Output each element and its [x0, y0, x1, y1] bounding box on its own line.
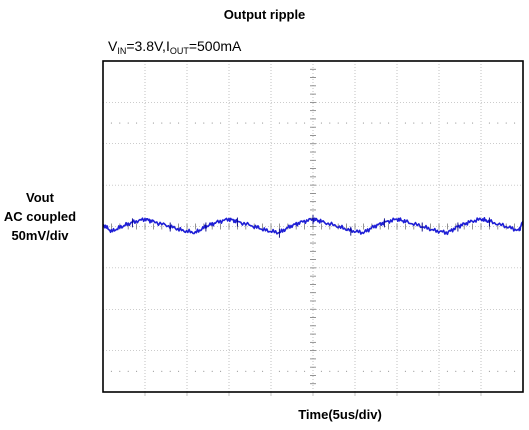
grid-subdot	[245, 122, 247, 124]
grid-subdot	[178, 122, 180, 124]
grid-subdot	[194, 122, 196, 124]
grid-subdot	[178, 370, 180, 372]
grid-subdot	[371, 370, 373, 372]
test-condition: VIN=3.8V,IOUT=500mA	[108, 38, 241, 56]
vin-subscript: IN	[117, 46, 127, 56]
grid-subdot	[514, 370, 516, 372]
grid-subdot	[169, 122, 171, 124]
grid-subdot	[362, 370, 364, 372]
grid-subdot	[362, 122, 364, 124]
y-axis-label: Vout AC coupled 50mV/div	[0, 188, 80, 245]
grid-subdot	[152, 122, 154, 124]
grid-subdot	[472, 370, 474, 372]
y-label-line: 50mV/div	[11, 228, 69, 243]
vin-symbol: V	[108, 38, 118, 54]
grid-subdot	[194, 370, 196, 372]
grid-subdot	[337, 370, 339, 372]
grid-subdot	[127, 370, 129, 372]
grid-subdot	[169, 370, 171, 372]
grid-subdot	[136, 370, 138, 372]
grid-subdot	[320, 122, 322, 124]
grid-subdot	[413, 370, 415, 372]
grid-subdot	[488, 122, 490, 124]
grid-subdot	[371, 122, 373, 124]
grid-subdot	[304, 370, 306, 372]
grid-subdot	[505, 370, 507, 372]
grid-subdot	[337, 122, 339, 124]
grid-subdot	[329, 122, 331, 124]
grid-subdot	[320, 370, 322, 372]
iout-symbol: I	[165, 38, 170, 54]
grid-subdot	[329, 370, 331, 372]
grid-subdot	[220, 370, 222, 372]
grid-subdot	[497, 370, 499, 372]
grid-subdot	[236, 122, 238, 124]
grid-subdot	[110, 122, 112, 124]
vin-value: =3.8V,	[126, 38, 166, 54]
grid-subdot	[446, 370, 448, 372]
grid-subdot	[346, 370, 348, 372]
grid-subdot	[346, 122, 348, 124]
grid-subdot	[505, 122, 507, 124]
grid-subdot	[404, 370, 406, 372]
grid-subdot	[430, 370, 432, 372]
grid-subdot	[488, 370, 490, 372]
grid-subdot	[236, 370, 238, 372]
grid-subdot	[430, 122, 432, 124]
grid-subdot	[287, 122, 289, 124]
grid-subdot	[119, 370, 121, 372]
grid-subdot	[245, 370, 247, 372]
grid-subdot	[119, 122, 121, 124]
grid-subdot	[278, 122, 280, 124]
grid-subdot	[388, 122, 390, 124]
y-label-line: AC coupled	[3, 209, 77, 224]
x-axis-label: Time(5us/div)	[298, 407, 382, 422]
grid-subdot	[220, 122, 222, 124]
grid-subdot	[152, 370, 154, 372]
grid-subdot	[455, 370, 457, 372]
grid-subdot	[421, 122, 423, 124]
grid-subdot	[404, 122, 406, 124]
grid-subdot	[463, 122, 465, 124]
grid-subdot	[514, 122, 516, 124]
grid-subdot	[497, 122, 499, 124]
grid-subdot	[304, 122, 306, 124]
grid-subdot	[161, 122, 163, 124]
grid-subdot	[211, 370, 213, 372]
grid-subdot	[203, 122, 205, 124]
grid-subdot	[287, 370, 289, 372]
grid-subdot	[295, 122, 297, 124]
grid-subdot	[446, 122, 448, 124]
grid-subdot	[472, 122, 474, 124]
grid-subdot	[262, 122, 264, 124]
y-label-line: Vout	[26, 190, 54, 205]
grid-subdot	[203, 370, 205, 372]
grid-subdot	[463, 370, 465, 372]
grid-subdot	[421, 370, 423, 372]
grid-subdot	[253, 122, 255, 124]
trace-layer	[102, 215, 524, 238]
grid-subdot	[262, 370, 264, 372]
grid-subdot	[413, 122, 415, 124]
grid-subdot	[127, 122, 129, 124]
grid-subdot	[295, 370, 297, 372]
grid-subdot	[136, 122, 138, 124]
grid-subdot	[379, 370, 381, 372]
iout-subscript: OUT	[169, 46, 189, 56]
grid-subdot	[455, 122, 457, 124]
plot-frame	[102, 60, 524, 393]
grid-subdot	[379, 122, 381, 124]
iout-value: =500mA	[188, 38, 242, 54]
grid-subdot	[211, 122, 213, 124]
grid-subdot	[161, 370, 163, 372]
grid-subdot	[110, 370, 112, 372]
grid-subdot	[278, 370, 280, 372]
chart-title: Output ripple	[223, 7, 306, 22]
grid-subdot	[388, 370, 390, 372]
grid-subdot	[253, 370, 255, 372]
